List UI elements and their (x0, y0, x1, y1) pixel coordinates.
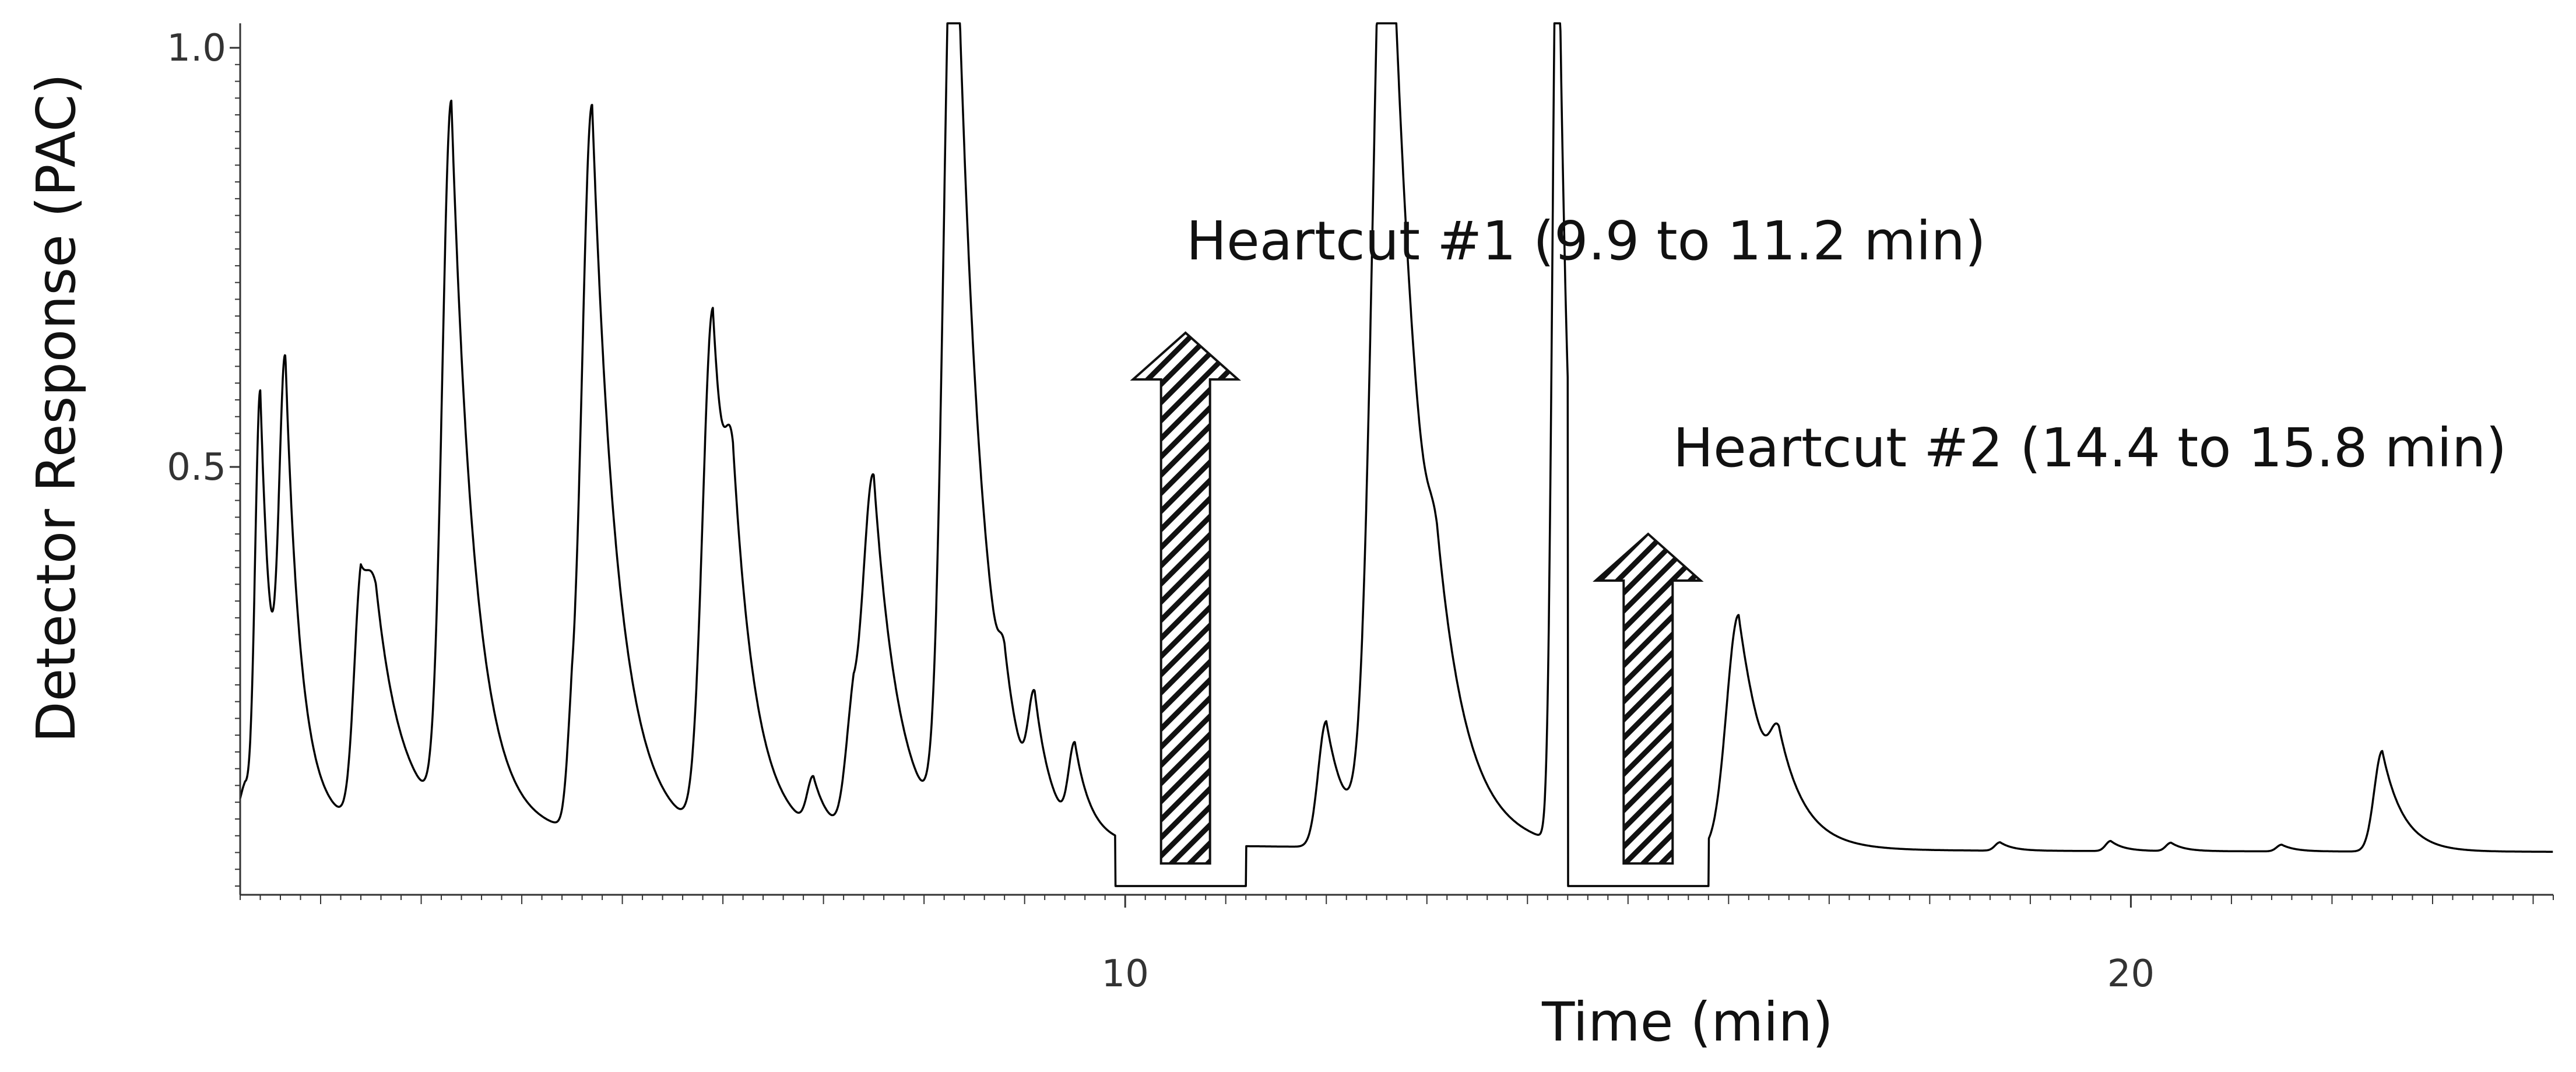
heartcut-label: Heartcut #2 (14.4 to 15.8 min) (1673, 417, 2507, 479)
x-minor-ticks (240, 895, 2554, 904)
y-minor-ticks (235, 47, 240, 887)
heartcut-label: Heartcut #1 (9.9 to 11.2 min) (1186, 210, 1986, 272)
heartcut-arrow (1593, 532, 1704, 865)
annotations: Heartcut #1 (9.9 to 11.2 min) Heartcut #2… (1130, 210, 2507, 865)
x-tick-labels: 10 20 (1101, 895, 2155, 996)
x-axis: 10 20 Time (min) (240, 894, 2554, 1053)
y-tick-labels: 0.5 1.0 (167, 27, 240, 489)
x-tick-label: 20 (2107, 953, 2155, 996)
plot-area (239, 22, 2554, 887)
chromatogram-trace (239, 22, 2554, 887)
x-tick-label: 10 (1101, 953, 1148, 996)
heartcut-arrow (1130, 331, 1241, 865)
y-axis: 0.5 1.0 Detector Response (PAC) (25, 23, 241, 895)
x-axis-title: Time (min) (1541, 991, 1833, 1053)
y-tick-label: 0.5 (167, 446, 226, 489)
y-axis-title: Detector Response (PAC) (25, 73, 87, 743)
y-tick-label: 1.0 (167, 27, 226, 70)
